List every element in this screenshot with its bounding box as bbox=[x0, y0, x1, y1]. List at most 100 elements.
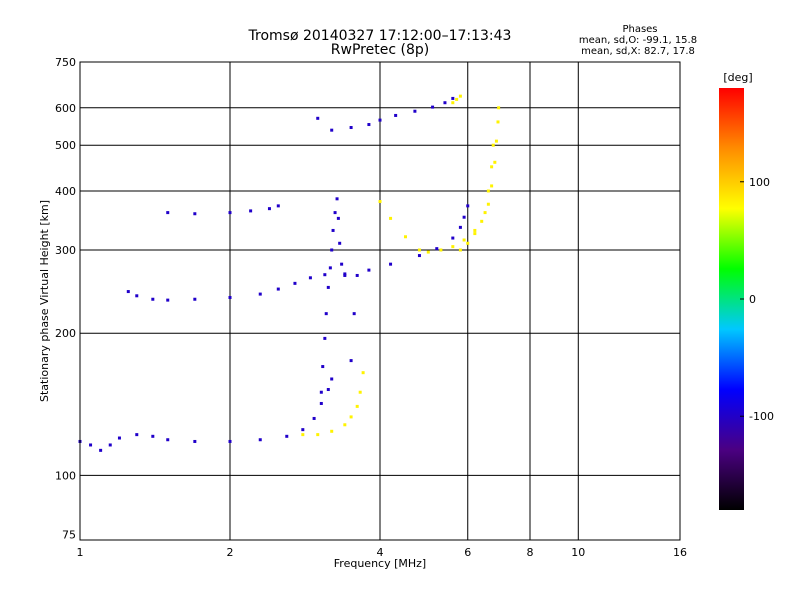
echo-point bbox=[316, 116, 320, 120]
y-tick-label: 750 bbox=[55, 56, 76, 69]
echo-points bbox=[78, 94, 501, 452]
echo-point bbox=[458, 248, 462, 252]
echo-point bbox=[349, 126, 353, 130]
echo-point bbox=[330, 429, 334, 433]
echo-point bbox=[367, 123, 371, 127]
x-tick-label: 2 bbox=[227, 546, 234, 559]
echo-point bbox=[193, 212, 197, 216]
echo-point bbox=[321, 365, 325, 369]
echo-point bbox=[135, 433, 139, 437]
echo-point bbox=[443, 101, 447, 105]
y-tick-label: 200 bbox=[55, 327, 76, 340]
echo-point bbox=[417, 254, 421, 258]
echo-point bbox=[473, 228, 477, 232]
echo-point bbox=[326, 388, 330, 392]
echo-point bbox=[312, 416, 316, 420]
echo-point bbox=[301, 433, 305, 437]
x-tick-label: 10 bbox=[571, 546, 585, 559]
echo-point bbox=[330, 248, 334, 252]
x-tick-label: 4 bbox=[377, 546, 384, 559]
echo-point bbox=[151, 434, 155, 438]
echo-point bbox=[89, 443, 93, 447]
echo-point bbox=[333, 211, 337, 215]
echo-point bbox=[490, 184, 494, 188]
y-tick-label: 400 bbox=[55, 185, 76, 198]
echo-point bbox=[276, 287, 280, 291]
echo-point bbox=[490, 165, 494, 169]
y-tick-label: 100 bbox=[55, 469, 76, 482]
echo-point bbox=[228, 439, 232, 443]
chart-subtitle: RwPretec (8p) bbox=[331, 42, 429, 58]
echo-point bbox=[343, 272, 347, 276]
grid-lines bbox=[80, 62, 680, 540]
echo-point bbox=[117, 436, 121, 440]
echo-point bbox=[323, 273, 327, 277]
phases-title: Phases bbox=[622, 24, 657, 35]
echo-point bbox=[323, 336, 327, 340]
echo-point bbox=[480, 219, 484, 223]
echo-point bbox=[293, 281, 297, 285]
echo-point bbox=[126, 290, 130, 294]
echo-point bbox=[328, 266, 332, 270]
echo-point bbox=[451, 236, 455, 240]
echo-point bbox=[462, 238, 466, 242]
x-tick-label: 6 bbox=[464, 546, 471, 559]
echo-point bbox=[451, 96, 455, 100]
echo-point bbox=[355, 404, 359, 408]
echo-point bbox=[319, 401, 323, 405]
echo-point bbox=[135, 294, 139, 298]
colorbar bbox=[719, 88, 744, 510]
y-tick-label: 500 bbox=[55, 139, 76, 152]
echo-point bbox=[378, 200, 382, 204]
phases-o-stats: mean, sd,O: -99.1, 15.8 bbox=[579, 35, 697, 46]
chart-title: Tromsø 20140327 17:12:00–17:13:43 bbox=[248, 28, 512, 44]
y-tick-label: 75 bbox=[62, 528, 76, 541]
echo-point bbox=[330, 377, 334, 381]
echo-point bbox=[496, 120, 500, 124]
colorbar-tick-label: 0 bbox=[749, 293, 756, 306]
echo-point bbox=[258, 438, 262, 442]
echo-point bbox=[458, 94, 462, 98]
echo-point bbox=[151, 297, 155, 301]
x-tick-label: 16 bbox=[673, 546, 687, 559]
plot-frame bbox=[79, 61, 681, 541]
echo-point bbox=[451, 101, 455, 105]
echo-point bbox=[358, 390, 362, 394]
echo-point bbox=[166, 298, 170, 302]
echo-point bbox=[335, 197, 339, 201]
echo-point bbox=[193, 439, 197, 443]
echo-point bbox=[367, 268, 371, 272]
echo-point bbox=[258, 292, 262, 296]
echo-point bbox=[336, 216, 340, 220]
echo-point bbox=[439, 248, 443, 252]
echo-point bbox=[451, 245, 455, 249]
y-tick-label: 300 bbox=[55, 244, 76, 257]
echo-point bbox=[431, 105, 435, 109]
echo-point bbox=[493, 160, 497, 164]
echo-point bbox=[249, 209, 253, 213]
echo-point bbox=[343, 423, 347, 427]
echo-point bbox=[285, 434, 289, 438]
y-axis-label: Stationary phase Virtual Height [km] bbox=[38, 200, 51, 402]
echo-point bbox=[331, 228, 335, 232]
echo-point bbox=[99, 448, 103, 452]
echo-point bbox=[426, 250, 430, 254]
echo-point bbox=[455, 97, 459, 101]
colorbar-label: [deg] bbox=[723, 71, 752, 84]
echo-point bbox=[326, 285, 330, 289]
echo-point bbox=[491, 143, 495, 147]
echo-point bbox=[462, 215, 466, 219]
echo-point bbox=[324, 312, 328, 316]
echo-point bbox=[389, 216, 393, 220]
echo-point bbox=[108, 443, 112, 447]
echo-point bbox=[494, 139, 498, 143]
echo-point bbox=[361, 371, 365, 375]
colorbar-tick-label: 100 bbox=[749, 176, 770, 189]
echo-point bbox=[343, 273, 347, 277]
x-tick-label: 1 bbox=[77, 546, 84, 559]
echo-point bbox=[483, 211, 487, 215]
echo-point bbox=[267, 207, 271, 211]
echo-point bbox=[316, 433, 320, 437]
echo-point bbox=[486, 189, 490, 193]
